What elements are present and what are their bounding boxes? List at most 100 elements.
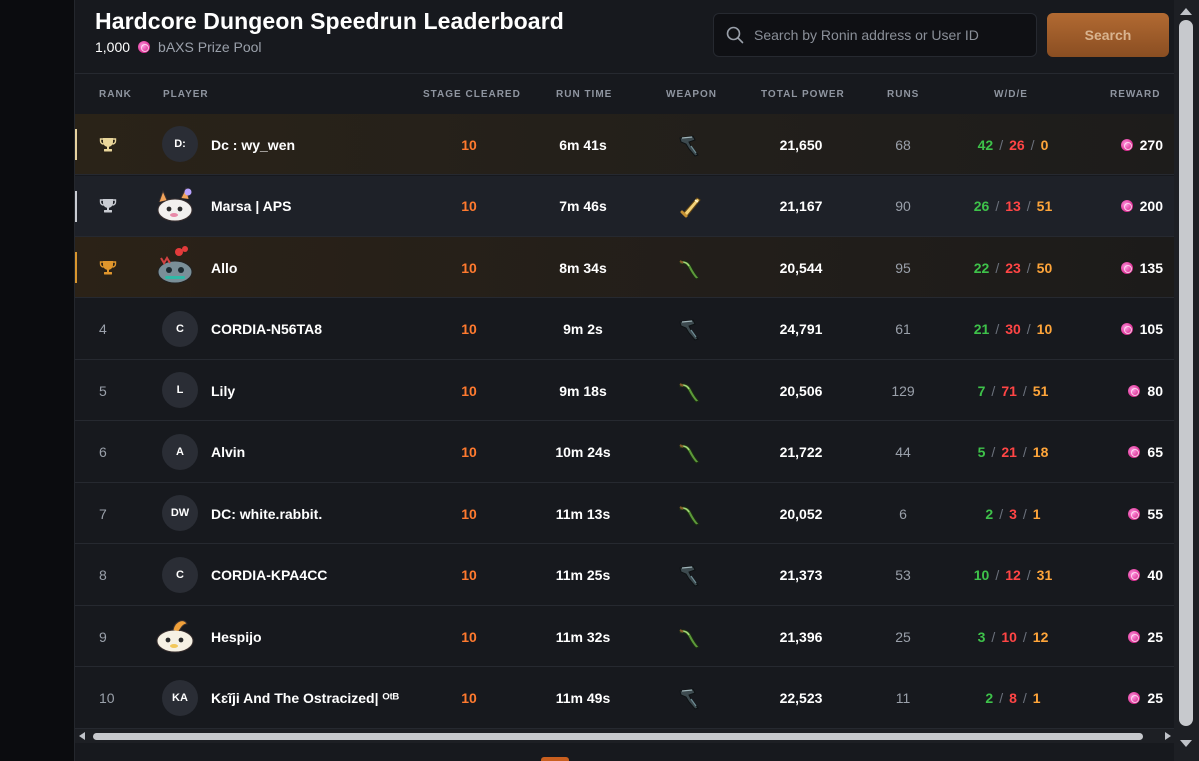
escapes: 51: [1032, 382, 1049, 399]
wde-record: 21 / 30 / 10: [955, 299, 1071, 360]
rank-number: 10: [99, 690, 115, 706]
table-row[interactable]: Allo 10 8m 34s 20,544 95 22 / 23 / 50 135: [75, 237, 1175, 298]
stage-cleared: 10: [461, 321, 477, 337]
wde-separator: /: [1022, 382, 1027, 399]
baxs-coin-icon: [1128, 446, 1141, 458]
rank-number: 6: [99, 444, 107, 460]
reward-amount: 135: [1139, 259, 1163, 276]
scroll-up-icon[interactable]: [1180, 8, 1192, 15]
run-time: 11m 32s: [555, 628, 611, 645]
wins: 5: [977, 444, 986, 460]
table-row[interactable]: Marsa | APS 10 7m 46s 21,167 90 26 / 13 / 51 200: [75, 175, 1175, 237]
table-row[interactable]: 6 A Alvin 10 10m 24s 21,722 44 5 / 21 / 18 65: [75, 422, 1175, 483]
escapes: 1: [1032, 505, 1041, 522]
avatar[interactable]: A: [162, 433, 198, 470]
wde-separator: /: [991, 444, 996, 460]
avatar[interactable]: C: [162, 310, 198, 347]
player-name[interactable]: CORDIA-N56TA8: [211, 321, 322, 337]
scroll-left-icon[interactable]: [79, 732, 85, 740]
scroll-down-icon[interactable]: [1180, 740, 1192, 747]
reward-amount: 25: [1147, 628, 1163, 645]
reward: 135: [1105, 237, 1163, 298]
search-input[interactable]: [754, 27, 1024, 43]
run-time: 11m 49s: [555, 690, 611, 706]
reward-amount: 40: [1147, 567, 1163, 583]
avatar[interactable]: C: [162, 556, 198, 593]
reward: 25: [1105, 606, 1163, 667]
baxs-coin-icon: [1128, 630, 1141, 643]
table-row[interactable]: 8 C CORDIA-KPA4CC 10 11m 25s 21,373 53 10 / 12 / 31…: [75, 545, 1175, 606]
avatar[interactable]: D:: [162, 126, 198, 162]
wins: 2: [985, 505, 994, 522]
player-name[interactable]: Alvin: [211, 444, 246, 460]
wde-separator: /: [991, 628, 996, 645]
runs-count: 6: [899, 505, 907, 522]
wde-record: 26 / 13 / 51: [955, 176, 1071, 237]
total-power: 21,396: [779, 628, 823, 645]
white-fox-axie-icon[interactable]: [153, 182, 197, 226]
baxs-coin-icon: [1120, 138, 1133, 151]
reward-amount: 55: [1147, 505, 1163, 522]
horizontal-scroll-thumb[interactable]: [93, 733, 1143, 740]
cream-bird-axie-icon[interactable]: [153, 612, 197, 656]
draws: 10: [1001, 628, 1017, 645]
table-row[interactable]: 7 DW DC: white.rabbit. 10 11m 13s 20,052 6 2 / 3 /…: [75, 483, 1175, 544]
run-time: 7m 46s: [559, 198, 607, 214]
horizontal-scrollbar[interactable]: [75, 729, 1175, 743]
table-row[interactable]: 10 KA Kɛĩji And The Ostracized| ᴼᵗᴮ 10 11m 4…: [75, 668, 1175, 729]
wde-separator: /: [1022, 628, 1027, 645]
col-rank: RANK: [99, 89, 132, 100]
draws: 30: [1005, 321, 1021, 337]
table-row[interactable]: 4 C CORDIA-N56TA8 10 9m 2s 24,791 61 21 / 30 / 10 10…: [75, 299, 1175, 360]
wde-record: 2 / 8 / 1: [955, 668, 1071, 729]
baxs-coin-icon: [1128, 569, 1141, 581]
table-row[interactable]: 9 Hespijo 10 11m 32s 21,396 25 3 / 10 / 12 25: [75, 606, 1175, 667]
stage-cleared: 10: [461, 444, 477, 460]
reward: 105: [1105, 299, 1163, 360]
col-stage: STAGE CLEARED: [423, 89, 521, 100]
stage-cleared: 10: [461, 198, 477, 214]
wde-separator: /: [991, 382, 996, 399]
player-name[interactable]: CORDIA-KPA4CC: [211, 567, 328, 583]
escapes: 10: [1036, 321, 1053, 337]
scroll-right-icon[interactable]: [1165, 732, 1171, 740]
escapes: 0: [1040, 136, 1049, 153]
green-boomerang-icon: [675, 606, 707, 667]
reward: 270: [1105, 114, 1163, 175]
run-time: 11m 25s: [555, 567, 611, 583]
table-row[interactable]: D: Dc : wy_wen 10 6m 41s 21,650 68 42 / 26 / 0 270: [75, 114, 1175, 175]
stage-cleared: 10: [461, 259, 477, 276]
player-name[interactable]: Marsa | APS: [211, 198, 292, 214]
wde-separator: /: [1022, 690, 1027, 706]
run-time: 9m 2s: [563, 321, 603, 337]
vertical-scroll-thumb[interactable]: [1179, 20, 1193, 726]
avatar[interactable]: L: [162, 372, 198, 408]
table-row[interactable]: 5 L Lily 10 9m 18s 20,506 129 7 / 71 / 51 80: [75, 360, 1175, 421]
player-name[interactable]: Allo: [211, 259, 238, 276]
player-name[interactable]: Kɛĩji And The Ostracized| ᴼᵗᴮ: [211, 690, 400, 706]
col-power: TOTAL POWER: [761, 89, 845, 100]
dark-revolver-icon: [675, 545, 707, 606]
leaderboard-panel: Hardcore Dungeon Speedrun Leaderboard 1,…: [74, 0, 1175, 761]
stage-cleared: 10: [461, 505, 477, 522]
draws: 23: [1005, 259, 1021, 276]
search-icon: [726, 26, 744, 44]
avatar[interactable]: DW: [162, 495, 198, 531]
total-power: 20,544: [779, 259, 823, 276]
runs-count: 11: [895, 690, 911, 706]
gray-crab-axie-icon[interactable]: [153, 243, 197, 287]
green-boomerang-icon: [675, 360, 707, 421]
player-name[interactable]: DC: white.rabbit.: [211, 505, 323, 522]
pagination-active-page[interactable]: [541, 757, 569, 761]
wde-separator: /: [1026, 259, 1031, 276]
avatar[interactable]: KA: [162, 679, 198, 716]
vertical-scrollbar[interactable]: [1174, 0, 1199, 761]
rank-highlight-bar: [75, 190, 77, 222]
dark-revolver-icon: [675, 299, 707, 360]
search-button[interactable]: Search: [1047, 13, 1169, 57]
player-name[interactable]: Dc : wy_wen: [211, 136, 296, 153]
bronze-trophy-icon: [99, 237, 117, 298]
player-name[interactable]: Lily: [211, 382, 236, 399]
player-name[interactable]: Hespijo: [211, 628, 262, 645]
wins: 26: [973, 198, 990, 214]
